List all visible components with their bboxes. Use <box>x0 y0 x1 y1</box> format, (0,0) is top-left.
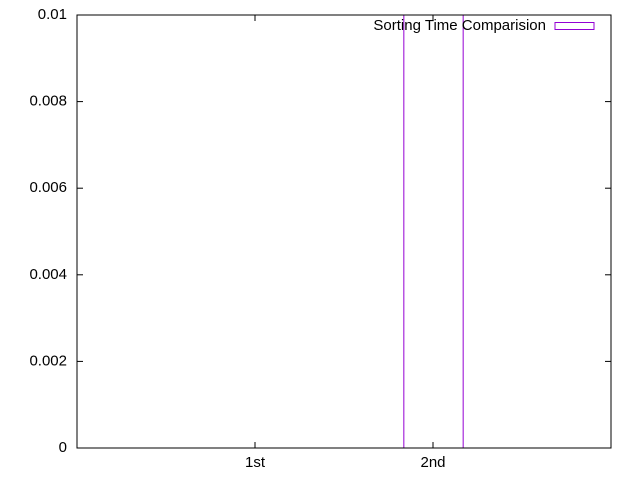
y-tick-label: 0 <box>59 439 67 456</box>
bars <box>403 15 464 448</box>
plot-border <box>76 14 612 449</box>
x-tick-label: 1st <box>245 454 266 471</box>
y-tick-label: 0.01 <box>38 6 67 23</box>
x-tick-label: 2nd <box>420 454 445 471</box>
y-tick-label: 0.004 <box>29 266 67 283</box>
legend-swatch <box>554 22 595 30</box>
bar <box>403 15 464 448</box>
y-tick-label: 0.008 <box>29 93 67 110</box>
y-tick-label: 0.006 <box>29 179 67 196</box>
y-tick-label: 0.002 <box>29 352 67 369</box>
legend-label: Sorting Time Comparision <box>373 17 546 34</box>
